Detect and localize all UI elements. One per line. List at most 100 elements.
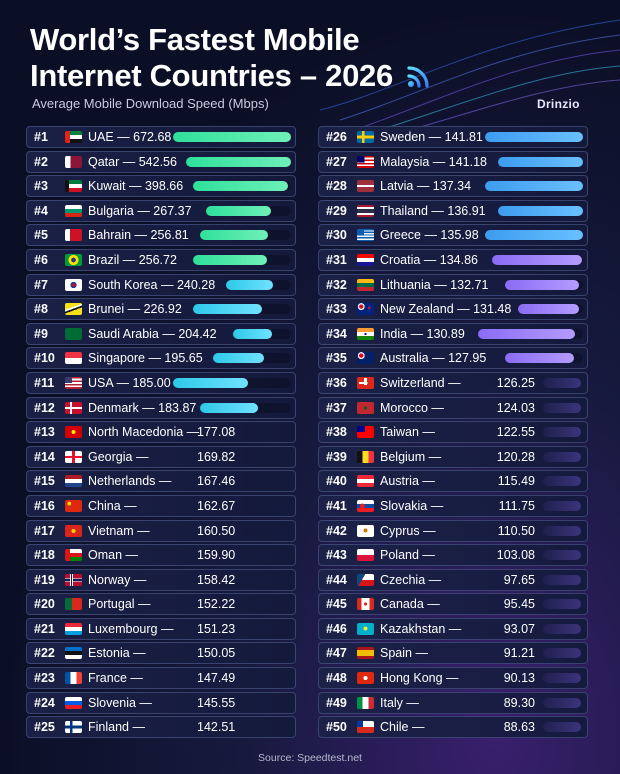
rank-label: #43	[326, 548, 347, 563]
luxembourg-flag-icon	[65, 622, 82, 635]
rank-label: #19	[34, 572, 55, 587]
country-label: Chile —	[380, 720, 425, 735]
rank-label: #44	[326, 572, 347, 587]
ranking-row-cyprus: #42 Cyprus — 110.50	[318, 519, 588, 542]
bar-south-korea	[226, 279, 274, 290]
country-label: Spain —	[380, 646, 428, 661]
speed-value: 91.21	[503, 646, 535, 661]
country-label: Luxembourg —	[88, 621, 174, 636]
page-title: World’s Fastest Mobile Internet Countrie…	[30, 22, 433, 94]
speed-value: 122.55	[496, 425, 535, 440]
ranking-row-oman: #18 Oman — 159.90	[26, 544, 296, 567]
bar-track	[478, 328, 583, 339]
bar-cyprus	[543, 525, 581, 536]
rank-label: #23	[34, 671, 55, 686]
speed-value: 150.05	[197, 646, 236, 661]
ranking-row-latvia: #28 Latvia — 137.34	[318, 175, 588, 198]
ranking-row-india: #34 India — 130.89	[318, 322, 588, 345]
country-label: Brazil — 256.72	[88, 252, 177, 267]
bar-track	[193, 304, 291, 315]
country-label: Denmark — 183.87	[88, 400, 197, 415]
ranking-row-georgia: #14 Georgia — 169.82	[26, 445, 296, 468]
ranking-row-belgium: #39 Belgium — 120.28	[318, 445, 588, 468]
bar-new-zealand	[518, 304, 579, 315]
country-label: Poland —	[380, 548, 435, 563]
bar-brunei	[193, 304, 262, 315]
ranking-row-south-korea: #7 South Korea — 240.28	[26, 273, 296, 296]
speed-value: 95.45	[503, 597, 535, 612]
ranking-row-brunei: #8 Brunei — 226.92	[26, 298, 296, 321]
ranking-row-finland: #25 Finland — 142.51	[26, 716, 296, 739]
bar-kazakhstan	[543, 623, 581, 634]
speed-value: 159.90	[197, 548, 236, 563]
brand-logo-text: Drinzio	[537, 97, 580, 111]
rank-label: #7	[34, 277, 48, 292]
ranking-row-qatar: #2 Qatar — 542.56	[26, 150, 296, 173]
bar-track	[193, 181, 291, 192]
spain-flag-icon	[357, 647, 374, 660]
rank-label: #30	[326, 228, 347, 243]
china-flag-icon	[65, 499, 82, 512]
ranking-row-taiwan: #38 Taiwan — 122.55	[318, 421, 588, 444]
bar-croatia	[491, 254, 582, 265]
speed-value: 142.51	[197, 720, 236, 735]
speed-value: 90.13	[503, 671, 535, 686]
country-label: Norway —	[88, 572, 147, 587]
country-label: Cyprus —	[380, 523, 436, 538]
netherlands-flag-icon	[65, 475, 82, 488]
rank-label: #13	[34, 425, 55, 440]
bar-bulgaria	[206, 205, 272, 216]
bar-track	[206, 205, 291, 216]
ranking-row-switzerland: #36 Switzerland — 126.25	[318, 371, 588, 394]
country-label: Italy —	[380, 695, 419, 710]
rank-label: #1	[34, 130, 48, 144]
cyprus-flag-icon	[357, 524, 374, 537]
country-label: Bulgaria — 267.37	[88, 203, 192, 218]
thailand-flag-icon	[357, 204, 374, 217]
bulgaria-flag-icon	[65, 204, 82, 217]
poland-flag-icon	[357, 549, 374, 562]
bar-track	[173, 377, 291, 388]
rank-label: #6	[34, 252, 48, 267]
rank-label: #34	[326, 326, 347, 341]
title-line-1: World’s Fastest Mobile	[30, 22, 360, 57]
rank-label: #26	[326, 130, 347, 144]
bar-poland	[543, 550, 581, 561]
ranking-row-new-zealand: #33 New Zealand — 131.48	[318, 298, 588, 321]
country-label: New Zealand — 131.48	[380, 302, 512, 317]
ranking-row-france: #23 France — 147.49	[26, 667, 296, 690]
estonia-flag-icon	[65, 647, 82, 660]
bar-latvia	[485, 181, 583, 192]
bahrain-flag-icon	[65, 229, 82, 242]
denmark-flag-icon	[65, 401, 82, 414]
switzerland-flag-icon	[357, 376, 374, 389]
ranking-row-italy: #49 Italy — 89.30	[318, 691, 588, 714]
ranking-row-spain: #47 Spain — 91.21	[318, 642, 588, 665]
australia-flag-icon	[357, 352, 374, 365]
speed-value: 103.08	[496, 548, 535, 563]
speed-value: 126.25	[496, 375, 535, 390]
country-label: Sweden — 141.81	[380, 130, 483, 144]
speed-value: 124.03	[496, 400, 535, 415]
ranking-row-czechia: #44 Czechia — 97.65	[318, 568, 588, 591]
speed-value: 167.46	[197, 474, 236, 489]
bar-thailand	[498, 205, 583, 216]
ranking-row-brazil: #6 Brazil — 256.72	[26, 248, 296, 271]
country-label: Qatar — 542.56	[88, 154, 177, 169]
source-note: Source: Speedtest.net	[258, 752, 362, 764]
speed-value: 169.82	[197, 449, 236, 464]
ranking-row-slovakia: #41 Slovakia — 111.75	[318, 494, 588, 517]
country-label: North Macedonia —	[88, 425, 200, 440]
country-label: Greece — 135.98	[380, 228, 479, 243]
qatar-flag-icon	[65, 155, 82, 168]
rank-label: #42	[326, 523, 347, 538]
ranking-row-luxembourg: #21 Luxembourg — 151.23	[26, 617, 296, 640]
country-label: India — 130.89	[380, 326, 465, 341]
country-label: Bahrain — 256.81	[88, 228, 189, 243]
bar-track	[491, 254, 583, 265]
country-label: Morocco —	[380, 400, 444, 415]
taiwan-flag-icon	[357, 426, 374, 439]
chile-flag-icon	[357, 721, 374, 734]
bar-track	[232, 328, 291, 339]
ranking-row-lithuania: #32 Lithuania — 132.71	[318, 273, 588, 296]
